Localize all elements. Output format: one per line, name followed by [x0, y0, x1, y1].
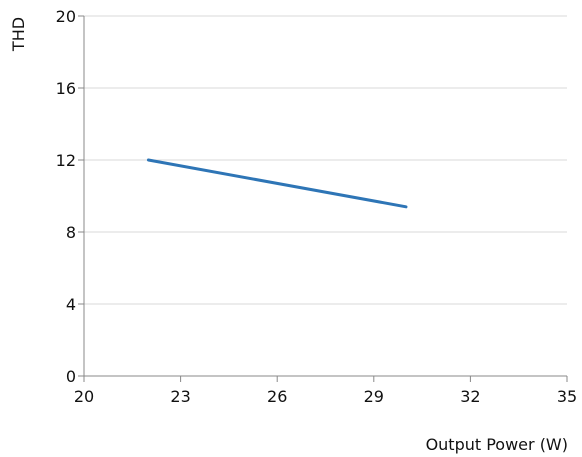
x-tick-labels: 20 23 26 29 32 35 [74, 387, 577, 406]
series-line-0 [146, 158, 408, 209]
x-axis-label: Output Power (W) [426, 435, 568, 454]
y-tick-label-1: 4 [66, 295, 76, 314]
y-tick-labels: 0 4 8 12 16 20 [56, 7, 76, 386]
x-tick-label-3: 29 [364, 387, 384, 406]
y-tick-label-4: 16 [56, 79, 76, 98]
y-tick-label-5: 20 [56, 7, 76, 26]
gridlines [84, 15, 567, 305]
series [146, 158, 408, 209]
y-axis-label: THD [9, 17, 28, 52]
x-tick-label-4: 32 [460, 387, 480, 406]
x-tick-label-1: 23 [170, 387, 190, 406]
x-tick-label-5: 35 [557, 387, 577, 406]
axes [78, 15, 568, 382]
y-tick-label-0: 0 [66, 367, 76, 386]
x-tick-label-2: 26 [267, 387, 287, 406]
x-tick-label-0: 20 [74, 387, 94, 406]
y-tick-label-2: 8 [66, 223, 76, 242]
y-tick-label-3: 12 [56, 151, 76, 170]
